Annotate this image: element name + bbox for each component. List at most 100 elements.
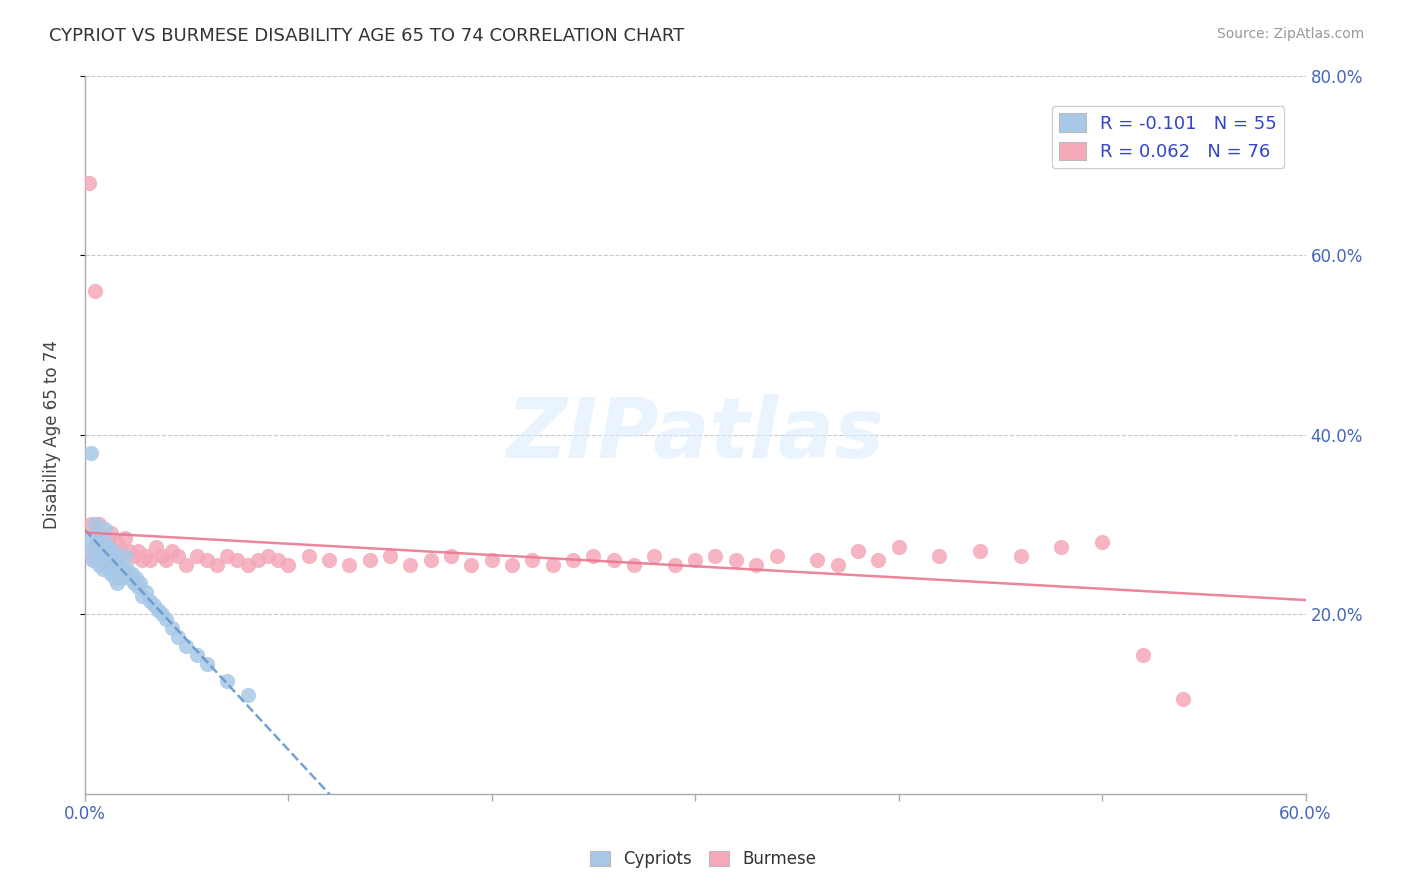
Point [146,602,169,616]
Point [337,558,360,572]
Point [236,688,259,702]
Point [623,558,645,572]
Point [1091,535,1114,549]
Point [117,562,139,576]
Point [114,566,136,581]
Point [94,535,117,549]
Point [267,553,290,567]
Point [87,517,110,532]
Point [745,558,768,572]
Point [87,535,110,549]
Point [176,558,198,572]
Point [80,544,103,558]
Point [105,535,128,549]
Point [104,571,127,585]
Point [460,558,482,572]
Point [217,549,239,563]
Point [86,549,108,563]
Point [378,549,401,563]
Point [139,593,162,607]
Legend: R = -0.101   N = 55, R = 0.062   N = 76: R = -0.101 N = 55, R = 0.062 N = 76 [1052,106,1284,169]
Point [127,580,149,594]
Point [399,558,422,572]
Point [139,553,162,567]
Point [105,575,128,590]
Point [112,562,135,576]
Point [82,553,104,567]
Point [846,544,869,558]
Point [103,544,125,558]
Point [226,553,249,567]
Point [83,284,105,298]
Point [100,526,122,541]
Point [1173,692,1195,706]
Point [114,549,136,563]
Point [142,598,165,612]
Point [100,549,122,563]
Point [135,584,157,599]
Point [167,630,190,644]
Point [160,621,183,635]
Point [501,558,523,572]
Point [104,553,127,567]
Point [257,549,280,563]
Point [118,544,141,558]
Point [246,553,269,567]
Point [94,549,117,563]
Point [887,540,910,554]
Point [481,553,503,567]
Point [827,558,849,572]
Point [96,558,118,572]
Point [643,549,665,563]
Point [100,566,122,581]
Point [205,558,228,572]
Point [318,553,340,567]
Point [186,549,208,563]
Point [195,657,218,671]
Point [90,544,112,558]
Point [704,549,727,563]
Point [77,176,100,190]
Y-axis label: Disability Age 65 to 74: Disability Age 65 to 74 [44,340,60,529]
Point [176,639,198,653]
Point [155,553,177,567]
Point [145,540,167,554]
Point [150,549,173,563]
Text: Source: ZipAtlas.com: Source: ZipAtlas.com [1216,27,1364,41]
Point [724,553,747,567]
Point [127,544,149,558]
Point [110,571,132,585]
Point [80,445,103,459]
Point [1050,540,1073,554]
Point [541,558,564,572]
Point [77,531,100,545]
Point [122,549,145,563]
Point [94,558,117,572]
Point [765,549,787,563]
Point [969,544,991,558]
Point [86,535,108,549]
Point [83,540,105,554]
Point [80,517,103,532]
Point [1132,648,1154,662]
Point [108,549,131,563]
Point [160,544,183,558]
Point [1010,549,1032,563]
Point [87,558,110,572]
Point [562,553,585,567]
Point [86,531,108,545]
Point [683,553,706,567]
Point [98,544,121,558]
Point [440,549,463,563]
Point [90,540,112,554]
Point [118,571,141,585]
Point [359,553,381,567]
Point [103,544,125,558]
Point [167,549,190,563]
Point [419,553,441,567]
Point [186,648,208,662]
Point [664,558,686,572]
Point [131,553,153,567]
Text: ZIPatlas: ZIPatlas [506,394,884,475]
Point [94,522,117,536]
